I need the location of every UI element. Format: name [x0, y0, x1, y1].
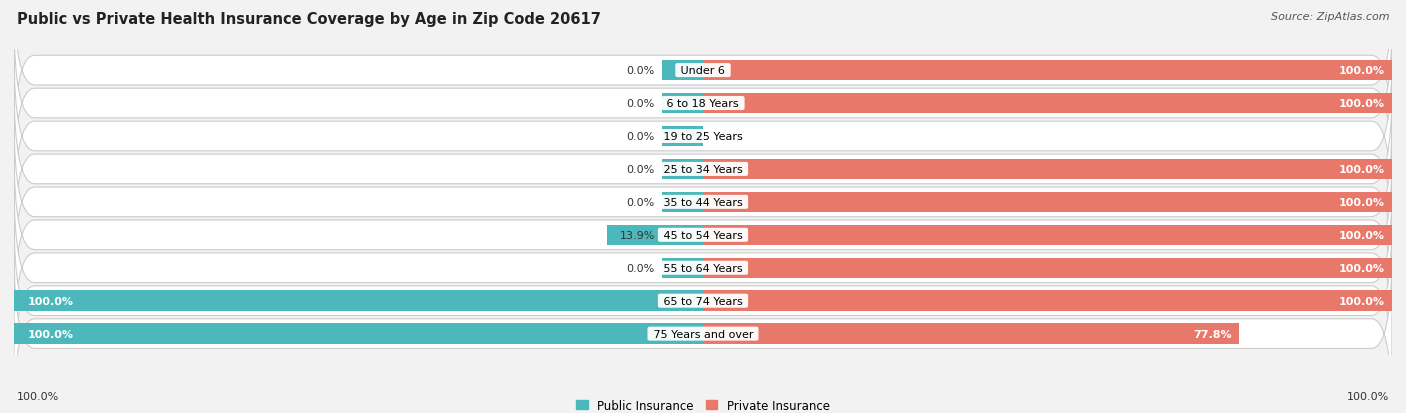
- FancyBboxPatch shape: [14, 53, 1392, 221]
- Text: 100.0%: 100.0%: [1339, 99, 1385, 109]
- Bar: [662, 258, 703, 278]
- Bar: [14, 324, 703, 344]
- FancyBboxPatch shape: [14, 20, 1392, 188]
- Text: 100.0%: 100.0%: [28, 296, 75, 306]
- Text: 0.0%: 0.0%: [627, 197, 655, 207]
- FancyBboxPatch shape: [14, 250, 1392, 413]
- Bar: [703, 225, 1392, 245]
- Bar: [14, 291, 703, 311]
- Text: 100.0%: 100.0%: [1339, 66, 1385, 76]
- Bar: [662, 159, 703, 180]
- Text: 65 to 74 Years: 65 to 74 Years: [659, 296, 747, 306]
- Text: 0.0%: 0.0%: [627, 263, 655, 273]
- Text: Source: ZipAtlas.com: Source: ZipAtlas.com: [1271, 12, 1389, 22]
- Text: 100.0%: 100.0%: [1339, 164, 1385, 175]
- Text: 0.0%: 0.0%: [627, 132, 655, 142]
- Text: 19 to 25 Years: 19 to 25 Years: [659, 132, 747, 142]
- Bar: [703, 258, 1392, 278]
- Text: 13.9%: 13.9%: [620, 230, 655, 240]
- Text: 0.0%: 0.0%: [627, 99, 655, 109]
- Bar: [662, 61, 703, 81]
- Text: 0.0%: 0.0%: [627, 164, 655, 175]
- Text: 0.0%: 0.0%: [627, 66, 655, 76]
- Text: 100.0%: 100.0%: [17, 391, 59, 401]
- Text: 55 to 64 Years: 55 to 64 Years: [659, 263, 747, 273]
- Text: 25 to 34 Years: 25 to 34 Years: [659, 164, 747, 175]
- Text: Public vs Private Health Insurance Coverage by Age in Zip Code 20617: Public vs Private Health Insurance Cover…: [17, 12, 600, 27]
- Text: 35 to 44 Years: 35 to 44 Years: [659, 197, 747, 207]
- Text: Under 6: Under 6: [678, 66, 728, 76]
- Text: 100.0%: 100.0%: [28, 329, 75, 339]
- Bar: [607, 225, 703, 245]
- Bar: [662, 126, 703, 147]
- Text: 100.0%: 100.0%: [1347, 391, 1389, 401]
- FancyBboxPatch shape: [14, 184, 1392, 352]
- Text: 75 Years and over: 75 Years and over: [650, 329, 756, 339]
- Bar: [703, 159, 1392, 180]
- Legend: Public Insurance, Private Insurance: Public Insurance, Private Insurance: [571, 394, 835, 413]
- Text: 77.8%: 77.8%: [1194, 329, 1232, 339]
- Bar: [703, 61, 1392, 81]
- FancyBboxPatch shape: [14, 0, 1392, 155]
- Bar: [703, 324, 1239, 344]
- Text: 100.0%: 100.0%: [1339, 296, 1385, 306]
- Bar: [703, 192, 1392, 213]
- FancyBboxPatch shape: [14, 119, 1392, 286]
- FancyBboxPatch shape: [14, 86, 1392, 253]
- Text: 100.0%: 100.0%: [1339, 230, 1385, 240]
- FancyBboxPatch shape: [14, 152, 1392, 319]
- Bar: [703, 94, 1392, 114]
- Bar: [662, 192, 703, 213]
- Text: 100.0%: 100.0%: [1339, 263, 1385, 273]
- Text: 6 to 18 Years: 6 to 18 Years: [664, 99, 742, 109]
- Text: 100.0%: 100.0%: [1339, 197, 1385, 207]
- FancyBboxPatch shape: [14, 217, 1392, 385]
- Bar: [703, 291, 1392, 311]
- Bar: [662, 94, 703, 114]
- Text: 45 to 54 Years: 45 to 54 Years: [659, 230, 747, 240]
